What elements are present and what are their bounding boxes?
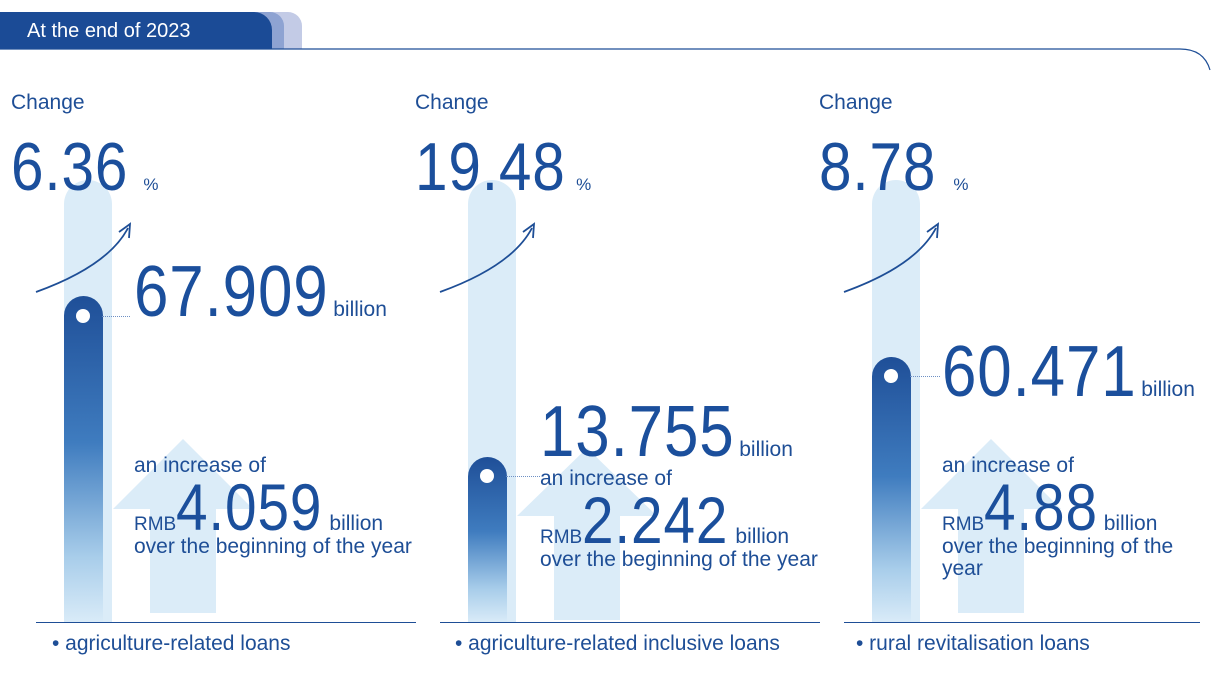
balance-value: 67.909 [134,252,329,332]
increase-label: an increase of [134,454,266,477]
change-label: Change [819,91,893,114]
growth-curve-arrow [843,222,940,293]
metric-caption: • rural revitalisation loans [856,632,1090,655]
increase-suffix: over the beginning of the year [134,535,412,558]
change-value: 8.78 [819,129,937,205]
column-baseline [844,622,1200,623]
balance-leader-line [910,376,940,377]
increase-prefix: RMB [942,514,985,535]
balance-bar [872,357,911,622]
change-unit: % [953,175,969,194]
column-baseline [36,622,416,623]
up-arrow-decoration [507,446,667,627]
header-title: At the end of 2023 [27,20,191,42]
balance-value: 60.471 [942,332,1137,412]
balance-leader-line [506,476,540,477]
balance-marker-dot [884,369,898,383]
increase-block: an increase of RMB 2.242 billion over th… [540,467,840,571]
header-divider-line [0,48,1211,71]
growth-curve-arrow [439,222,536,293]
change-percentage: 6.36 % [11,133,158,201]
up-arrow-decoration [911,437,1071,622]
balance-marker-dot [480,469,494,483]
balance-amount: 13.755 billion [540,396,793,468]
metric-caption: • agriculture-related inclusive loans [455,632,780,655]
balance-unit: billion [739,438,793,461]
balance-value: 13.755 [540,392,735,472]
increase-unit: billion [735,525,790,548]
column-baseline [440,622,820,623]
increase-amount: RMB 4.059 billion [134,470,434,544]
change-percentage: 8.78 % [819,133,968,201]
growth-curve-arrow [35,222,132,293]
increase-block: an increase of RMB 4.059 billion over th… [134,454,434,558]
up-arrow-decoration [103,437,263,622]
change-unit: % [143,175,159,194]
balance-leader-line [102,316,130,317]
increase-amount: RMB 2.242 billion [540,483,840,557]
metric-column-rural-revitalisation: Change 8.78 % 60.471 billion an increase… [808,0,1211,688]
change-label: Change [11,91,85,114]
increase-prefix: RMB [540,527,583,548]
balance-unit: billion [333,298,387,321]
increase-unit: billion [329,512,384,535]
balance-unit: billion [1141,378,1195,401]
metric-column-agriculture-related: Change 6.36 % 67.909 billion an increase… [0,0,416,688]
increase-suffix: over the beginning of the year [540,548,818,571]
increase-unit: billion [1103,512,1158,535]
increase-value: 4.059 [176,470,323,544]
change-value: 19.48 [415,129,566,205]
metric-column-inclusive-loans: Change 19.48 % 13.755 billion an increas… [404,0,820,688]
change-label: Change [415,91,489,114]
tag-background [0,12,272,49]
increase-label: an increase of [540,467,672,490]
change-unit: % [576,175,592,194]
balance-amount: 60.471 billion [942,336,1195,408]
increase-block: an increase of RMB 4.88 billion over the… [942,454,1211,580]
balance-amount: 67.909 billion [134,256,387,328]
balance-marker-dot [76,309,90,323]
increase-suffix: over the beginning of the year [942,535,1174,580]
balance-bar [468,457,507,622]
increase-label: an increase of [942,454,1074,477]
balance-bar [64,296,103,622]
increase-value: 2.242 [582,483,729,557]
metric-caption: • agriculture-related loans [52,632,291,655]
increase-value: 4.88 [984,470,1099,544]
increase-amount: RMB 4.88 billion [942,470,1211,544]
header-tag: At the end of 2023 [0,0,302,50]
change-percentage: 19.48 % [415,133,591,201]
increase-prefix: RMB [134,514,177,535]
change-value: 6.36 [11,129,129,205]
